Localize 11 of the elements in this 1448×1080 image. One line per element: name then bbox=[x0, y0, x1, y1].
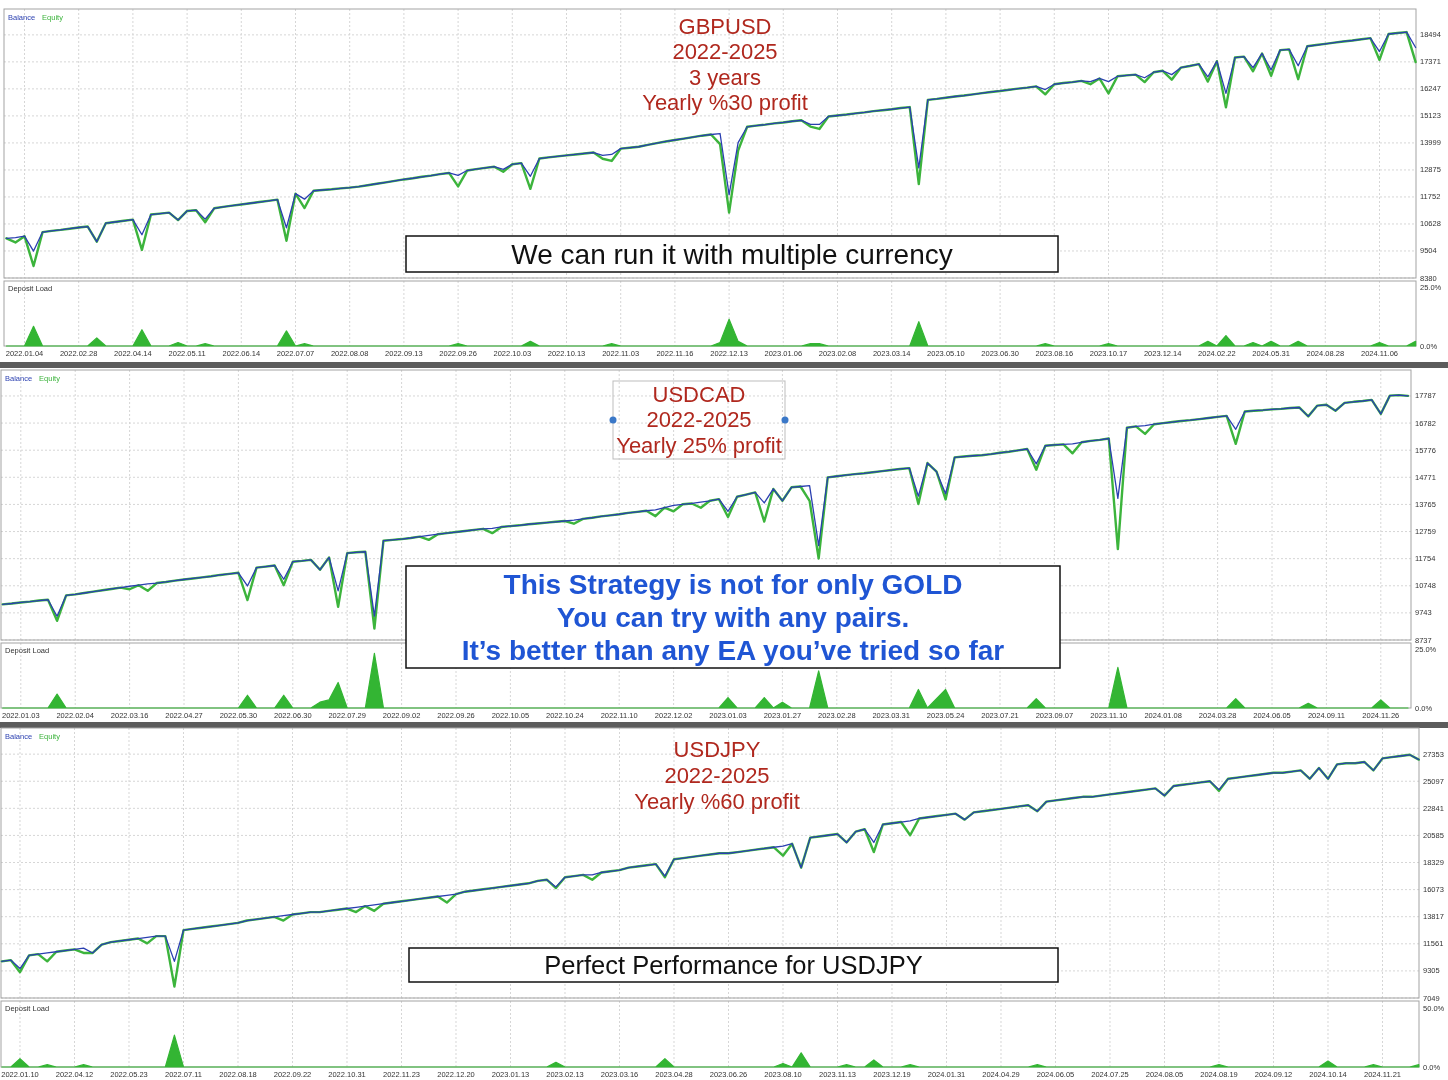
text: 2022-2025 3 years Yearly %30 profit bbox=[642, 39, 808, 115]
annotation: It’s better than any EA you’ve tried so far bbox=[461, 634, 1005, 666]
chart-title: GBPUSD bbox=[678, 13, 772, 39]
annotation: This Strategy is not for only GOLD bbox=[503, 568, 963, 600]
chart-title: USDJPY bbox=[673, 736, 761, 762]
annotation: We can run it with multiple currency bbox=[511, 238, 953, 270]
text: 2022-2025 Yearly %60 profit bbox=[634, 762, 800, 814]
annotation: You can try with any pairs. bbox=[556, 601, 910, 633]
text: USDCAD bbox=[652, 381, 746, 407]
text: 2022-2025 Yearly 25% profit bbox=[616, 407, 782, 458]
annotation: Perfect Performance for USDJPY bbox=[544, 951, 923, 979]
